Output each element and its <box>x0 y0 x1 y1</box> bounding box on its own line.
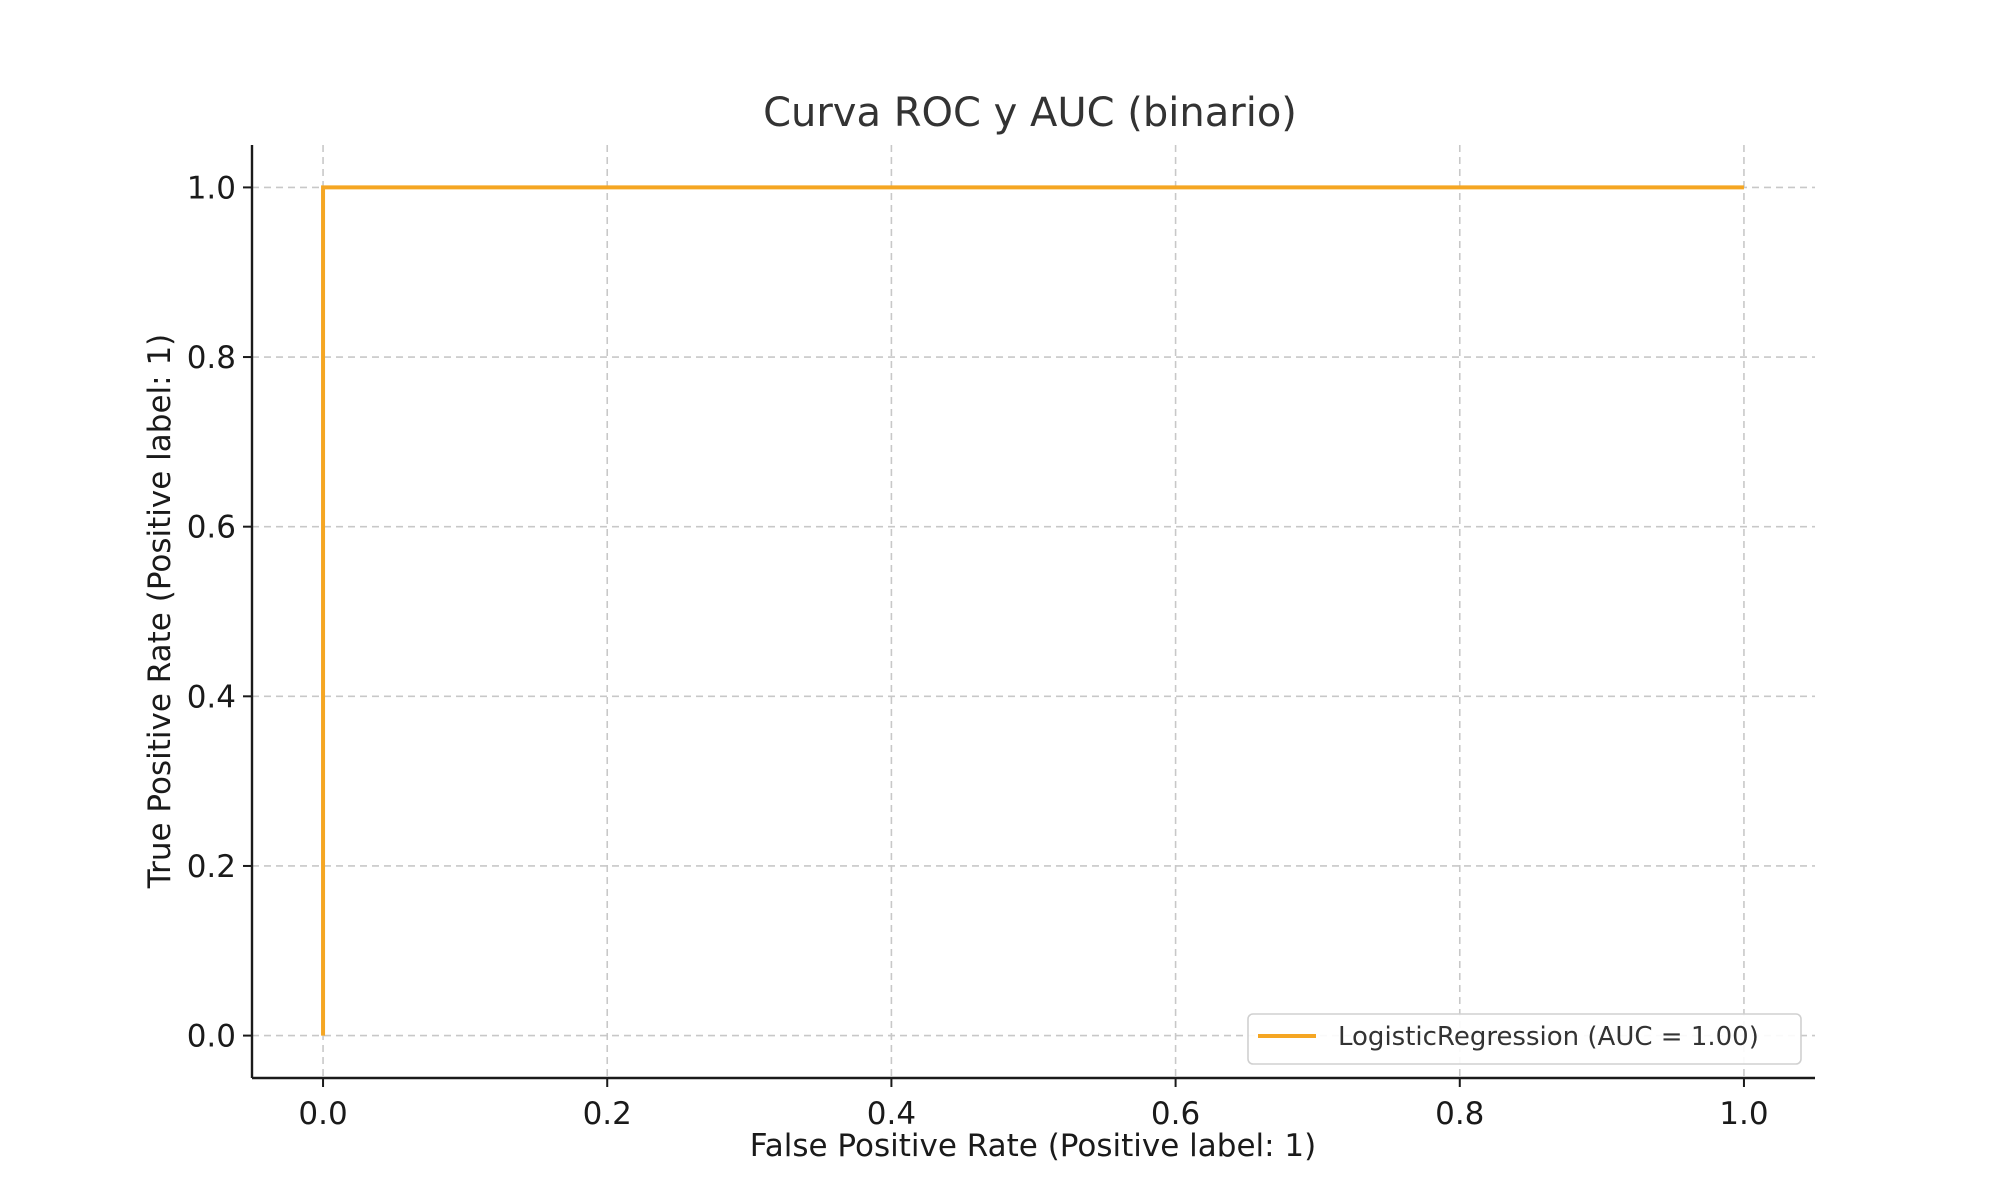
x-tick-label: 0.4 <box>867 1096 916 1132</box>
x-tick-label: 0.2 <box>583 1096 632 1132</box>
chart-title: Curva ROC y AUC (binario) <box>763 90 1297 136</box>
y-tick-label: 0.0 <box>187 1019 236 1055</box>
legend-label: LogisticRegression (AUC = 1.00) <box>1338 1022 1759 1052</box>
x-tick-label: 0.6 <box>1151 1096 1200 1132</box>
x-tick-label: 1.0 <box>1719 1096 1768 1132</box>
x-tick-label: 0.0 <box>298 1096 347 1132</box>
legend: LogisticRegression (AUC = 1.00) <box>1247 1013 1802 1065</box>
legend-box <box>1247 1013 1802 1065</box>
y-axis-ticks: 0.0 0.2 0.4 0.6 0.8 1.0 <box>187 170 252 1055</box>
y-tick-label: 0.2 <box>187 849 236 885</box>
y-tick-label: 0.4 <box>187 679 236 715</box>
x-tick-label: 0.8 <box>1435 1096 1484 1132</box>
x-axis-ticks: 0.0 0.2 0.4 0.6 0.8 1.0 <box>298 1078 1769 1132</box>
roc-curve-line <box>321 185 1744 1036</box>
y-tick-label: 0.8 <box>187 340 236 376</box>
y-tick-label: 0.6 <box>187 510 236 546</box>
y-axis-label: True Positive Rate (Positive label: 1) <box>142 334 178 890</box>
y-tick-label: 1.0 <box>187 170 236 206</box>
x-axis-label: False Positive Rate (Positive label: 1) <box>750 1128 1317 1164</box>
series-layer <box>321 185 1744 1036</box>
